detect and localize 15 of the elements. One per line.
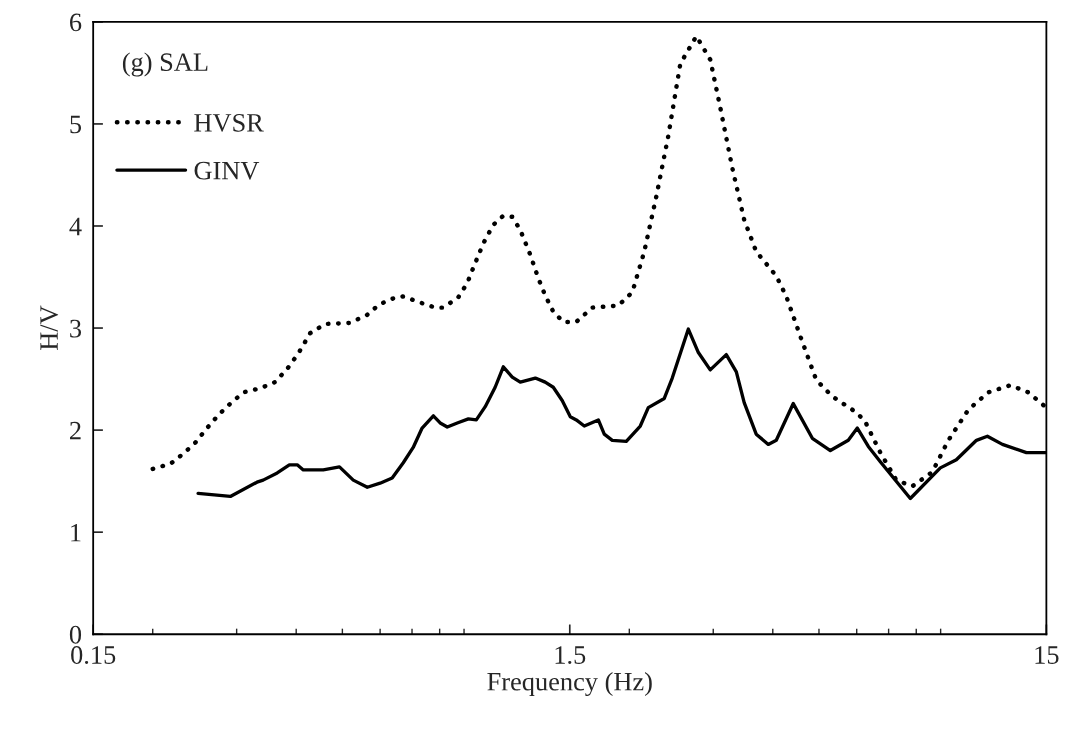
y-tick-label: 2 [70, 421, 81, 440]
x-tick-label: 0.15 [71, 646, 116, 665]
x-tick-label: 15 [1035, 646, 1059, 664]
y-tick-label: 0 [69, 625, 82, 644]
annotation: (g) SAL [122, 52, 208, 77]
y-tick-label: 3 [70, 319, 82, 338]
x-tick-label: 1.5 [555, 646, 586, 665]
legend-label: GINV [194, 161, 260, 180]
y-tick-label: 4 [69, 217, 82, 236]
x-axis-title: Frequency (Hz) [487, 672, 652, 697]
y-tick-label: 6 [70, 13, 82, 32]
y-axis-title: H/V [40, 305, 59, 351]
y-tick-label: 1 [71, 523, 81, 542]
y-tick-label: 5 [70, 115, 82, 134]
legend-label: HVSR [194, 113, 264, 132]
